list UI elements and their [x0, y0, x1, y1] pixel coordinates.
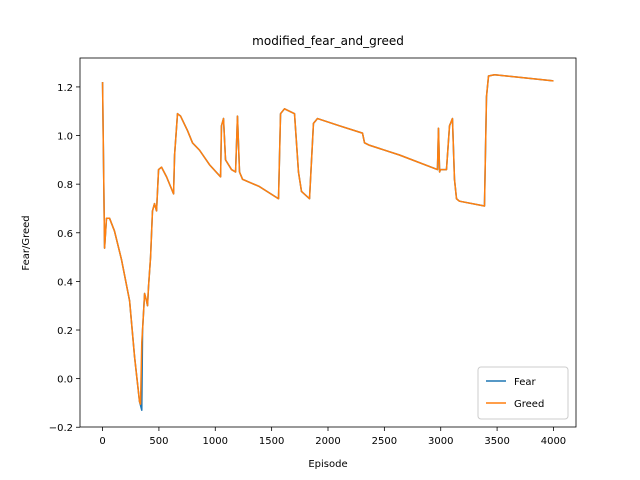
x-tick-label: 3000 — [428, 436, 453, 447]
line-series — [101, 74, 554, 405]
x-tick-label: 4000 — [541, 436, 566, 447]
y-tick-label: 0.2 — [57, 326, 73, 337]
y-tick-label: 0.8 — [57, 180, 73, 191]
x-tick-label: 2000 — [315, 436, 340, 447]
y-tick-label: 1.2 — [57, 83, 73, 94]
x-tick-label: 1500 — [259, 436, 284, 447]
y-tick-label: 0.6 — [57, 229, 73, 240]
y-tick-label: −0.2 — [49, 423, 73, 434]
x-tick-label: 1000 — [203, 436, 228, 447]
y-axis-label: Fear/Greed — [21, 215, 32, 270]
x-tick-label: 0 — [99, 436, 105, 447]
plot-frame — [79, 57, 577, 428]
x-tick-label: 2500 — [372, 436, 397, 447]
y-tick-label: 0.4 — [57, 277, 73, 288]
x-tick-label: 3500 — [484, 436, 509, 447]
chart-title: modified_fear_and_greed — [252, 34, 404, 48]
legend-label: Greed — [514, 399, 544, 410]
y-tick-label: 1.0 — [57, 132, 73, 143]
legend-label: Fear — [514, 377, 536, 388]
x-axis-label: Episode — [308, 459, 347, 470]
y-tick-label: 0.0 — [57, 375, 73, 386]
legend-box — [477, 366, 569, 420]
x-tick-label: 500 — [149, 436, 168, 447]
